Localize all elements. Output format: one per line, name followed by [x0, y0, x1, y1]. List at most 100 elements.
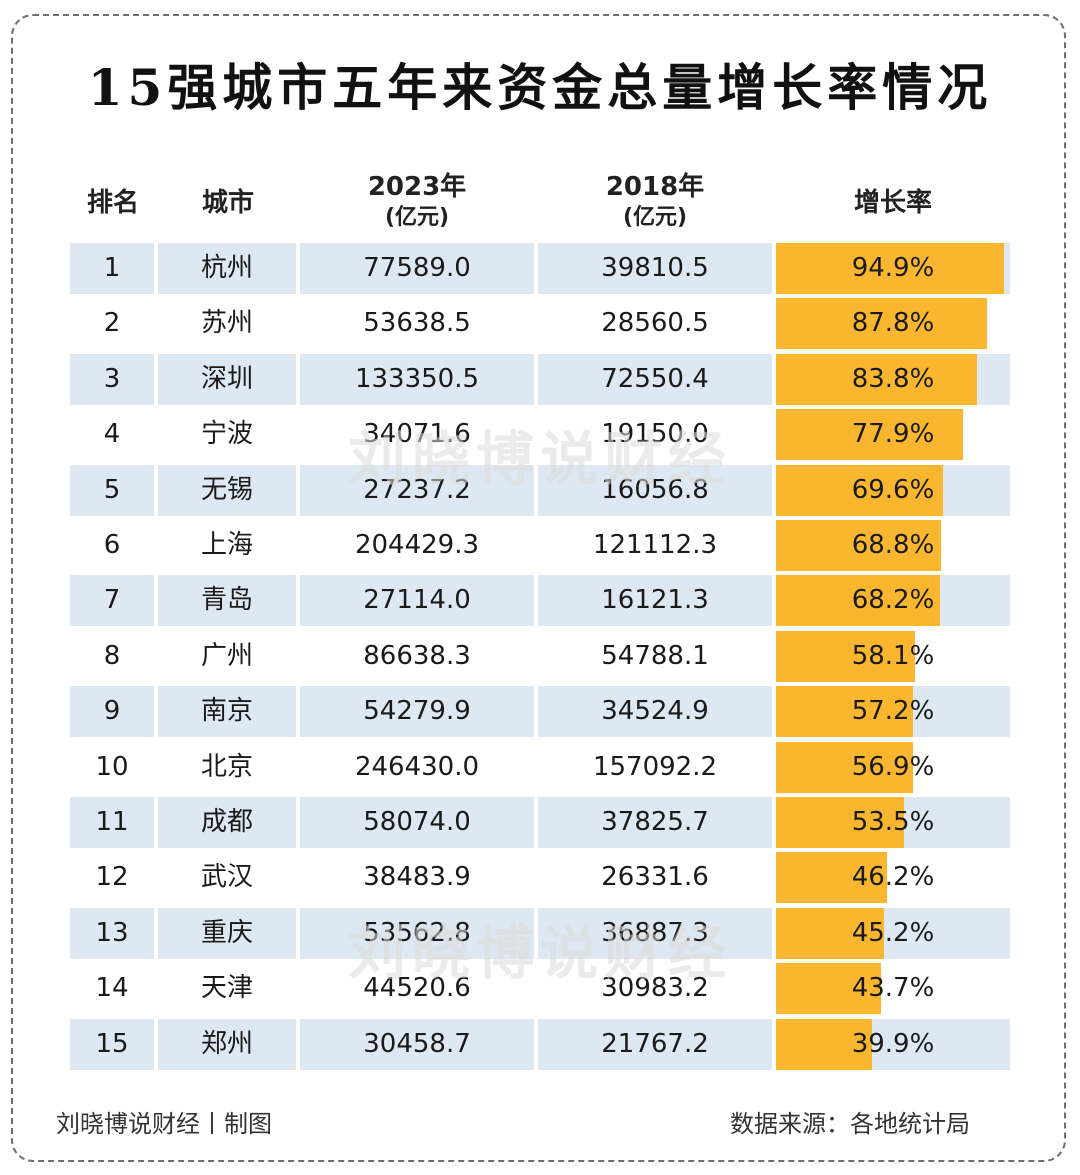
growth-label: 83.8% [851, 364, 935, 394]
growth-bar [776, 298, 987, 349]
value-2023-cell: 38483.9 [363, 862, 471, 892]
growth-label: 77.9% [851, 419, 935, 449]
city-cell: 北京 [200, 752, 253, 782]
header-rank: 排名 [86, 188, 139, 218]
value-2023-cell: 27237.2 [300, 465, 534, 516]
value-2018-cell: 21767.2 [538, 1019, 772, 1070]
value-2023-cell: 27114.0 [300, 575, 534, 626]
growth-label: 46.2% [851, 862, 935, 892]
city-cell: 青岛 [158, 575, 296, 626]
growth-label: 68.8% [851, 530, 935, 560]
growth-bar [776, 852, 887, 903]
growth-bar [776, 908, 884, 959]
rank-cell: 14 [95, 973, 129, 1003]
value-2023-cell: 246430.0 [354, 752, 480, 782]
city-cell: 杭州 [158, 243, 296, 294]
growth-bar [776, 742, 913, 793]
value-2018-cell: 16121.3 [538, 575, 772, 626]
chart-title: 15强城市五年来资金总量增长率情况 [87, 58, 993, 117]
city-cell: 重庆 [158, 908, 296, 959]
city-cell: 成都 [158, 797, 296, 848]
rank-cell: 4 [103, 419, 121, 449]
growth-bar [776, 465, 943, 516]
growth-bar [776, 1019, 872, 1070]
city-cell: 无锡 [158, 465, 296, 516]
rank-cell: 10 [95, 752, 129, 782]
rank-cell: 8 [103, 641, 121, 671]
growth-label: 45.2% [851, 918, 935, 948]
rank-cell: 3 [70, 354, 154, 405]
value-2018-cell: 72550.4 [538, 354, 772, 405]
header-2023-unit: (亿元) [384, 205, 450, 230]
city-cell: 上海 [200, 530, 253, 560]
rank-cell: 2 [103, 308, 121, 338]
city-cell: 宁波 [200, 419, 253, 449]
header-2018: 2018年 (亿元) [536, 170, 774, 232]
city-cell: 郑州 [158, 1019, 296, 1070]
header-2023-year: 2023年 [367, 172, 467, 202]
value-2018-cell: 19150.0 [601, 419, 709, 449]
growth-label: 87.8% [851, 308, 935, 338]
growth-bar [776, 575, 940, 626]
value-2018-cell: 30983.2 [601, 973, 709, 1003]
city-cell: 广州 [200, 641, 253, 671]
growth-bar [776, 963, 881, 1014]
city-cell: 苏州 [200, 308, 253, 338]
growth-label: 56.9% [851, 752, 935, 782]
growth-label: 68.2% [851, 585, 935, 615]
growth-label: 58.1% [851, 641, 935, 671]
value-2023-cell: 53562.8 [300, 908, 534, 959]
growth-bar [776, 354, 977, 405]
growth-label: 94.9% [851, 253, 935, 283]
growth-bar [776, 243, 1004, 294]
city-cell: 深圳 [158, 354, 296, 405]
header-city: 城市 [201, 188, 254, 218]
growth-label: 39.9% [851, 1029, 935, 1059]
rank-cell: 5 [70, 465, 154, 516]
value-2023-cell: 133350.5 [300, 354, 534, 405]
value-2018-cell: 39810.5 [538, 243, 772, 294]
header-2018-year: 2018年 [605, 172, 705, 202]
value-2018-cell: 121112.3 [592, 530, 718, 560]
growth-bar [776, 520, 941, 571]
growth-label: 57.2% [851, 696, 935, 726]
rank-cell: 11 [70, 797, 154, 848]
header-2018-unit: (亿元) [622, 205, 688, 230]
value-2023-cell: 77589.0 [300, 243, 534, 294]
growth-label: 43.7% [851, 973, 935, 1003]
value-2023-cell: 204429.3 [354, 530, 480, 560]
value-2023-cell: 44520.6 [363, 973, 471, 1003]
value-2023-cell: 30458.7 [300, 1019, 534, 1070]
value-2018-cell: 54788.1 [601, 641, 709, 671]
growth-bar [776, 686, 913, 737]
growth-bar [776, 797, 904, 848]
rank-cell: 9 [70, 686, 154, 737]
footer-credit: 刘晓博说财经丨制图 [56, 1110, 272, 1138]
rank-cell: 7 [70, 575, 154, 626]
rank-cell: 6 [103, 530, 121, 560]
value-2018-cell: 34524.9 [538, 686, 772, 737]
value-2018-cell: 157092.2 [592, 752, 718, 782]
rank-cell: 12 [95, 862, 129, 892]
growth-label: 69.6% [851, 475, 935, 505]
watermark: 刘晓博说财经 [348, 919, 733, 987]
growth-label: 53.5% [851, 807, 935, 837]
value-2018-cell: 28560.5 [601, 308, 709, 338]
footer-source: 数据来源：各地统计局 [730, 1110, 970, 1138]
card-frame [11, 14, 1066, 1162]
growth-bar [776, 409, 963, 460]
value-2023-cell: 58074.0 [300, 797, 534, 848]
watermark: 刘晓博说财经 [348, 425, 733, 493]
value-2023-cell: 34071.6 [363, 419, 471, 449]
rank-cell: 1 [70, 243, 154, 294]
value-2023-cell: 54279.9 [300, 686, 534, 737]
rank-cell: 13 [70, 908, 154, 959]
growth-bar [776, 631, 915, 682]
value-2018-cell: 37825.7 [538, 797, 772, 848]
value-2018-cell: 16056.8 [538, 465, 772, 516]
header-growth: 增长率 [853, 188, 932, 218]
value-2023-cell: 86638.3 [363, 641, 471, 671]
city-cell: 天津 [200, 973, 253, 1003]
value-2018-cell: 26331.6 [601, 862, 709, 892]
